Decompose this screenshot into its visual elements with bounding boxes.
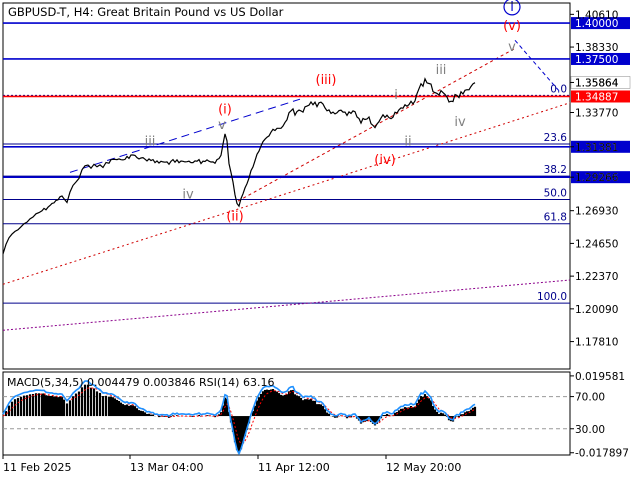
price-series-line (2, 77, 476, 255)
main-pane (2, 2, 571, 370)
fib-level-label: 38.2 (544, 164, 567, 176)
price-tick-label: 1.38330 (575, 42, 618, 54)
rsi-line (2, 380, 476, 456)
fib-level-label: 50.0 (544, 187, 567, 199)
current-price-label: 1.35864 (575, 77, 619, 89)
wave-label: iv (182, 188, 194, 203)
time-tick-label: 11 Apr 12:00 (258, 461, 330, 474)
wave-trend-line (69, 98, 301, 173)
wave-label: i (394, 88, 398, 103)
forecast-line (514, 39, 561, 93)
long-trend-line (2, 279, 571, 331)
time-axis: 11 Feb 2025 13 Mar 04:00 11 Apr 12:00 12 Ma… (2, 455, 461, 474)
level-price-label: 1.29266 (575, 172, 619, 184)
indicator-tick-label: -0.017897 (575, 448, 629, 460)
wave-label: i (510, 0, 514, 15)
price-tick-label: 1.31381 (575, 142, 618, 154)
price-tick-label: 1.20090 (575, 304, 618, 316)
wave-label: (v) (503, 19, 521, 34)
indicator-tick-label: 30.00 (575, 424, 605, 436)
fib-level-label: 23.6 (544, 132, 568, 144)
fib-level-label: 0.0 (550, 83, 567, 95)
price-tick-label: 1.35864 (575, 77, 619, 89)
indicator-tick-label: 0.019581 (575, 371, 625, 383)
wave-label: (iii) (316, 73, 337, 88)
wave-label-circle (503, 0, 521, 16)
time-tick-label: 13 Mar 04:00 (130, 461, 203, 474)
wave-label: iii (436, 63, 447, 78)
indicator-label: MACD(5,34,5) 0.004479 0.003846 RSI(14) 6… (7, 376, 274, 389)
indicator-tick-label: 70.00 (575, 392, 605, 404)
fibonacci-levels: 0.0 23.6 38.2 50.0 61.8 100.0 (3, 83, 570, 304)
price-tick-label: 1.24650 (575, 238, 618, 250)
fib-level-label: 100.0 (537, 291, 567, 303)
wave-label: v (508, 40, 516, 55)
price-levels: 1.40000 1.37500 1.34887 1.31381 1.29266 1.358… (3, 17, 631, 184)
level-price-tag (571, 90, 630, 103)
level-price-tag (571, 17, 630, 30)
price-tick-label: 1.40610 (575, 9, 618, 21)
wave-label: (ii) (226, 209, 243, 224)
price-tick-label: 1.29266 (575, 172, 619, 184)
indicator-axis: 0.019581 70.00 30.00 -0.017897 (570, 371, 629, 460)
time-tick-label: 11 Feb 2025 (3, 461, 71, 474)
indicator-series (2, 380, 477, 456)
level-price-tag (571, 171, 630, 184)
level-price-label: 1.34887 (575, 91, 618, 103)
price-axis: 1.40610 1.38330 1.35864 1.33770 1.31381 1.292… (570, 9, 619, 349)
wave-label: (iv) (374, 153, 395, 168)
price-tick-label: 1.26930 (575, 206, 618, 218)
wave-label: iv (454, 115, 466, 130)
price-tick-label: 1.33770 (575, 108, 618, 120)
wave-label: v (218, 118, 226, 133)
wave-label: iii (145, 134, 156, 149)
level-price-tag (571, 52, 630, 65)
price-tick-label: 1.22370 (575, 271, 618, 283)
time-tick-label: 12 May 20:00 (386, 461, 461, 474)
wave-label: ii (404, 135, 411, 150)
chart-title: GBPUSD-T, H4: Great Britain Pound vs US … (8, 5, 284, 19)
level-price-label: 1.37500 (575, 54, 618, 66)
price-tick-label: 1.17810 (575, 337, 618, 349)
channel-lower-line (2, 102, 571, 285)
fib-level-label: 61.8 (544, 212, 567, 224)
wave-label: (i) (218, 103, 232, 118)
level-price-label: 1.40000 (575, 18, 618, 30)
level-price-label: 1.31381 (575, 142, 618, 154)
level-price-tag (571, 140, 630, 153)
